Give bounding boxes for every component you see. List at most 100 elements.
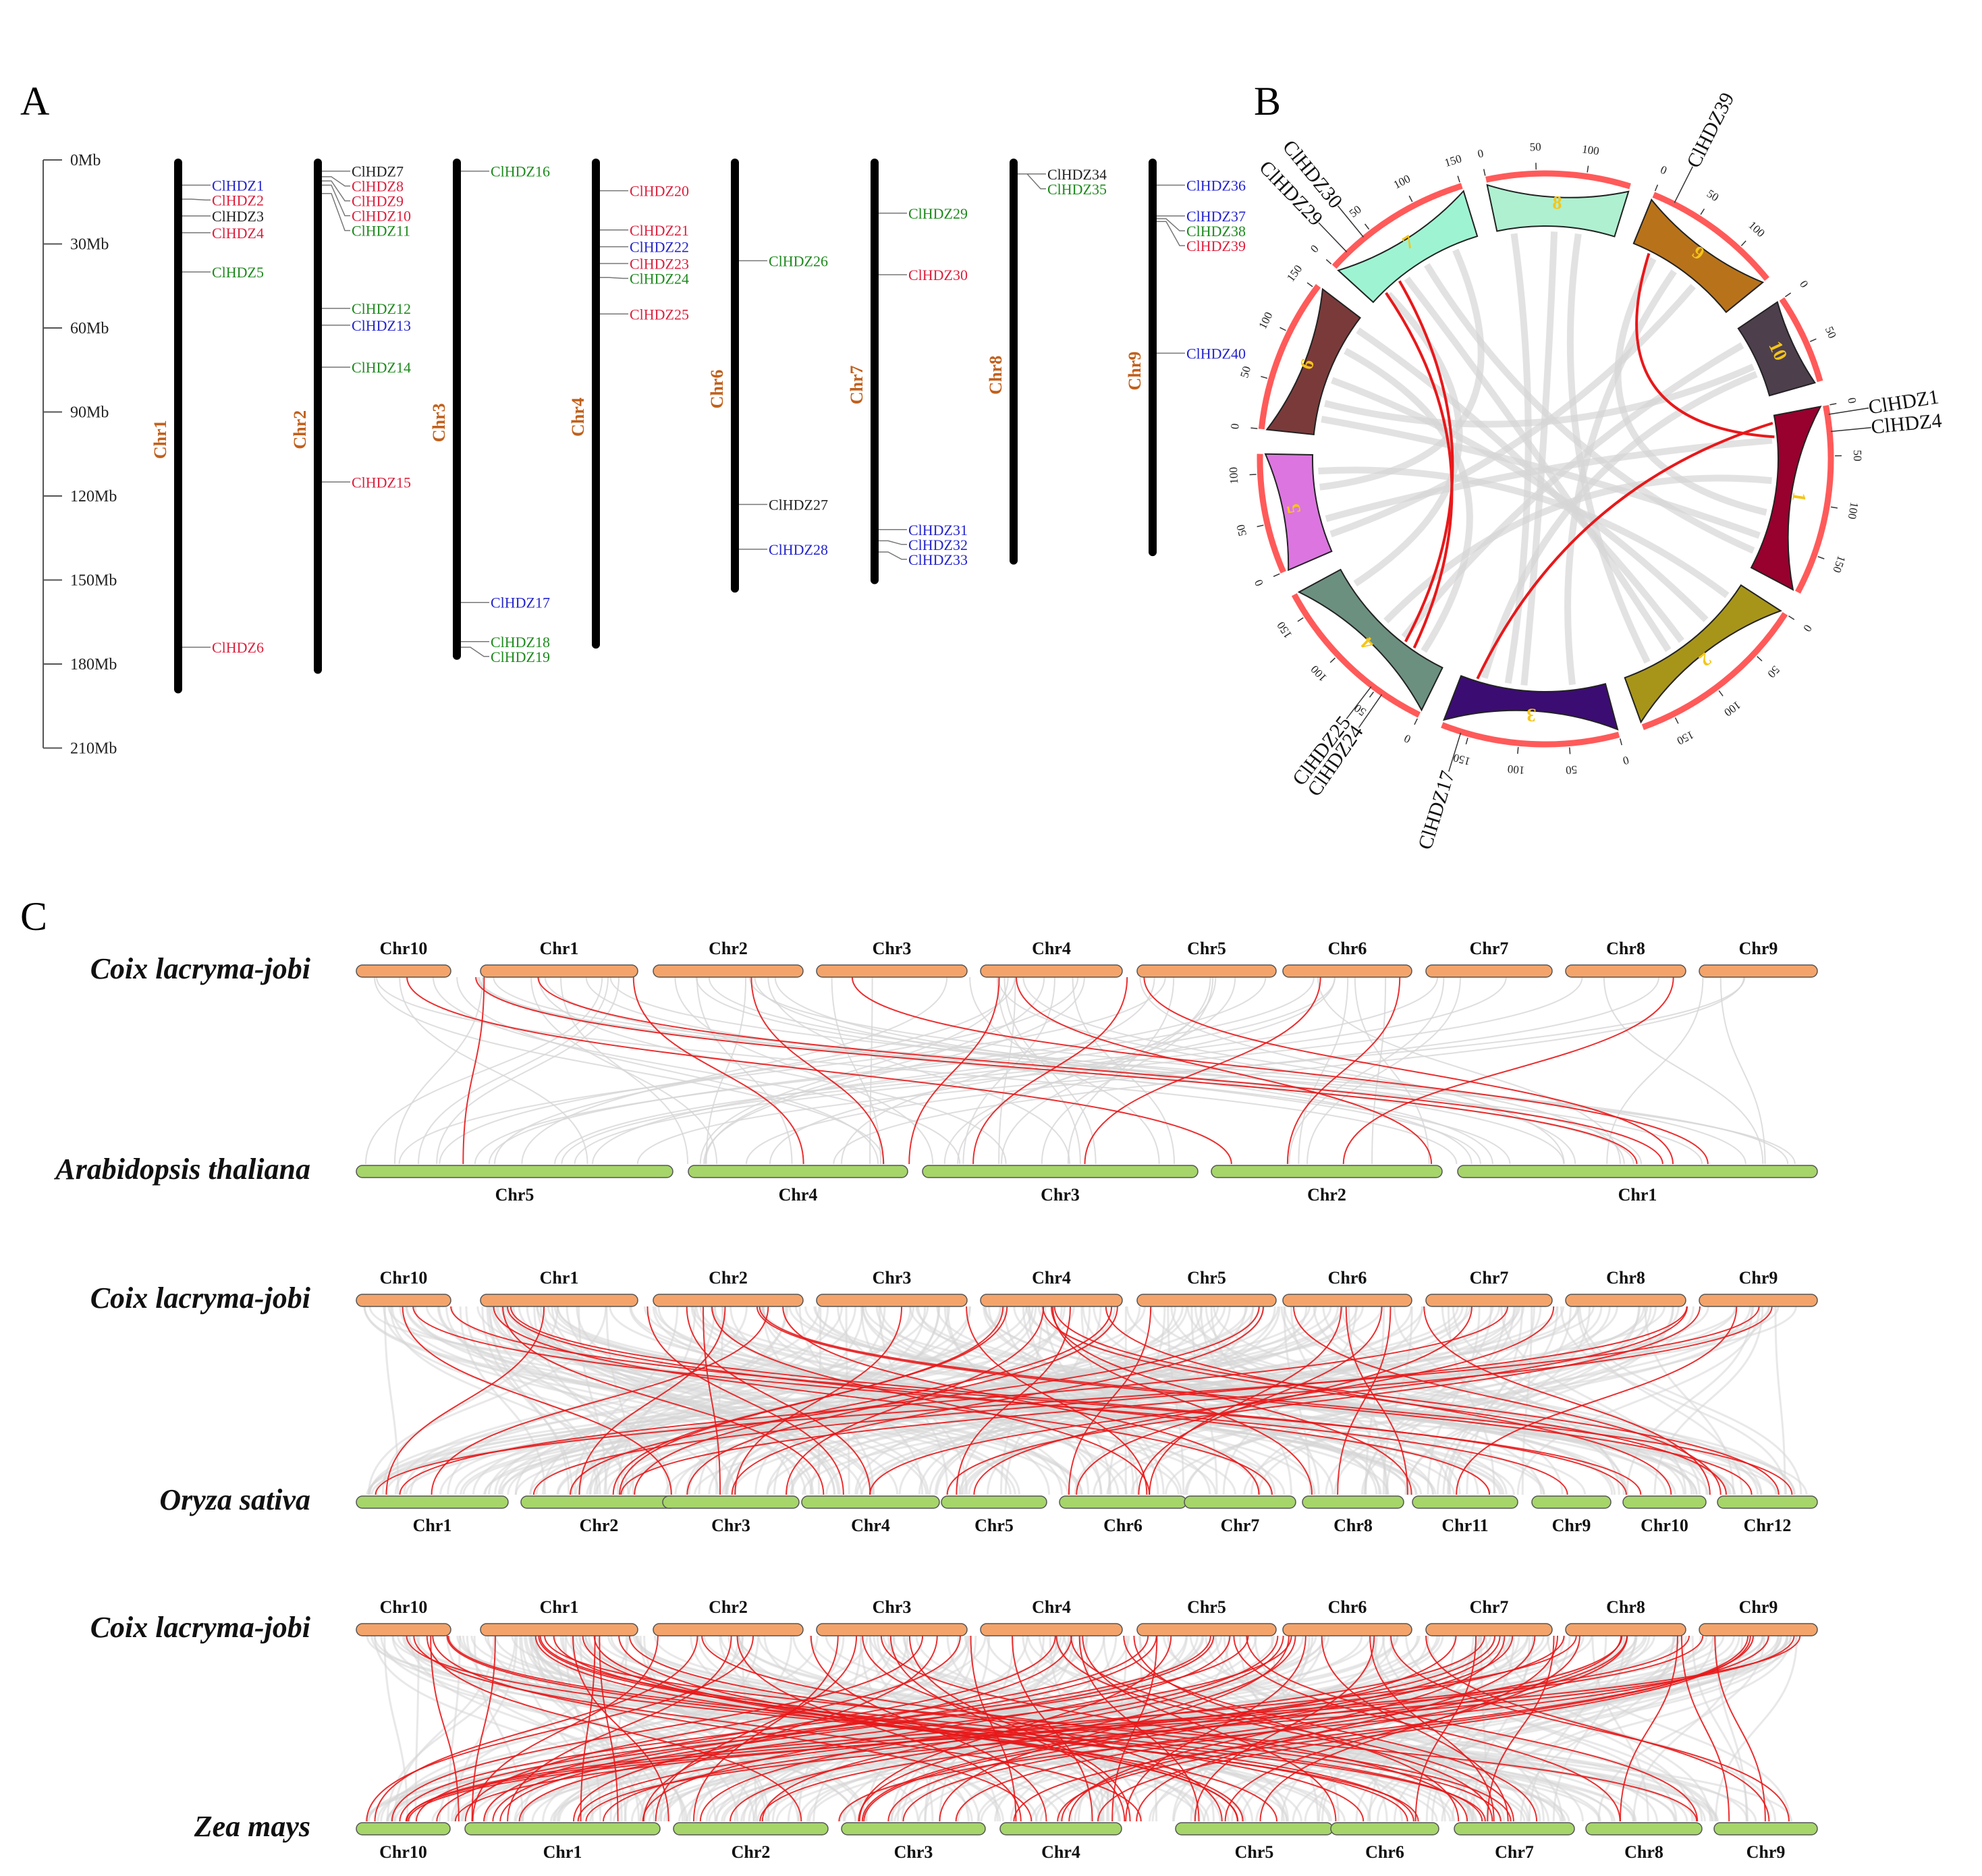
collinear-block <box>1072 976 1176 1165</box>
collinear-block <box>391 1635 744 1822</box>
gene-label: ClHDZ6 <box>212 639 264 656</box>
collinear-block <box>616 1306 696 1495</box>
circos-tick <box>1700 209 1705 215</box>
circos-tick-label: 100 <box>1581 142 1600 157</box>
gene-pointer <box>1674 166 1693 203</box>
hdzip-ortholog-link <box>1233 1635 1621 1822</box>
coix-chromosome <box>480 1294 638 1307</box>
circos-tick <box>1829 403 1837 406</box>
species-chromosome-label: Chr10 <box>1641 1516 1688 1535</box>
hdzip-ortholog-link <box>703 1306 721 1495</box>
hdzip-ortholog-link <box>413 1635 1142 1822</box>
gene-label: ClHDZ38 <box>1186 223 1246 240</box>
gene-density-track <box>1441 722 1620 748</box>
coix-chromosome <box>1136 1294 1277 1307</box>
species-chromosome-label: Chr4 <box>1041 1842 1080 1862</box>
gene-label: ClHDZ11 <box>352 223 410 240</box>
coix-chromosome <box>653 1294 804 1307</box>
collinearity-link <box>1331 377 1709 623</box>
hdzip-ortholog-link <box>1414 1635 1477 1822</box>
hdzip-ortholog-link <box>887 1635 1514 1822</box>
gene-label: ClHDZ32 <box>908 536 968 553</box>
hdzip-ortholog-link <box>538 1635 1414 1822</box>
collinear-block <box>1427 1306 1481 1495</box>
circos-chromosome-5 <box>1264 453 1333 572</box>
gene-density-track <box>1291 593 1421 718</box>
coix-chromosome <box>1699 1294 1818 1307</box>
collinear-block <box>439 976 1079 1165</box>
species-chromosome <box>1457 1165 1818 1178</box>
species-chromosome-label: Chr2 <box>1307 1185 1346 1205</box>
circos-chromosome-2 <box>1624 584 1782 724</box>
hdzip-ortholog-link <box>761 1635 1284 1822</box>
species-chromosome-label: Chr9 <box>1552 1516 1591 1535</box>
species-chromosome-label: Chr5 <box>974 1516 1014 1535</box>
hdzip-ortholog-link <box>1680 1635 1730 1822</box>
species-chromosome <box>673 1822 829 1836</box>
hdzip-ortholog-link <box>577 1635 1485 1822</box>
collinear-block <box>1446 1306 1535 1495</box>
collinear-block <box>501 1306 1343 1495</box>
collinear-block <box>383 1635 409 1822</box>
gene-pointer <box>1337 205 1365 238</box>
species-chromosome-label: Chr1 <box>543 1842 582 1862</box>
gene-label: ClHDZ16 <box>491 163 550 180</box>
collinear-block <box>560 976 689 1165</box>
circos-tick-label: 100 <box>1392 172 1412 192</box>
hdzip-ortholog-link <box>759 1635 1623 1822</box>
coix-chromosome-label: Chr6 <box>1328 939 1367 958</box>
collinear-block <box>1528 1635 1607 1822</box>
circos-tick <box>1718 690 1724 696</box>
collinear-block <box>1341 1306 1708 1495</box>
collinear-block <box>408 1635 688 1822</box>
circos-tick-label: 100 <box>1256 310 1275 331</box>
hdzip-ortholog-link <box>908 976 1000 1165</box>
gene-density-track <box>1641 612 1788 730</box>
coix-chromosome <box>356 964 451 978</box>
coix-chromosome-label: Chr1 <box>540 1597 579 1617</box>
hdzip-ortholog-link <box>810 1635 1047 1822</box>
collinear-block <box>447 1306 748 1495</box>
circos-tick <box>1830 506 1838 509</box>
hdzip-ortholog-link <box>462 976 485 1165</box>
species-chromosome-label: Chr11 <box>1441 1516 1488 1535</box>
gene-label: ClHDZ31 <box>908 522 968 539</box>
circos-tick-label: 0 <box>1797 278 1811 290</box>
collinearity-link <box>1566 233 1651 664</box>
gene-label: ClHDZ29 <box>908 205 968 222</box>
collinear-block <box>869 976 873 1165</box>
species-label: Coix lacryma-jobi <box>90 1611 311 1644</box>
collinearity-link <box>1481 370 1758 680</box>
species-chromosome <box>1713 1822 1818 1836</box>
hdzip-ortholog-link <box>734 1306 903 1495</box>
collinear-block <box>639 1635 767 1822</box>
hdzip-ortholog-link <box>628 1635 1502 1822</box>
gene-density-track <box>1258 283 1321 430</box>
circos-tick <box>1784 292 1792 298</box>
collinear-block <box>367 1306 1332 1495</box>
circos-tick <box>1250 427 1258 429</box>
hdzip-ortholog-link <box>1055 1635 1493 1822</box>
chromosome-bar-chr4 <box>592 159 600 649</box>
coix-chromosome <box>980 1294 1123 1307</box>
circos-tick <box>1757 656 1763 662</box>
gene-label: ClHDZ15 <box>352 474 411 491</box>
hdzip-ortholog-link <box>1051 1306 1412 1495</box>
collinear-block <box>1371 1635 1545 1822</box>
collinear-block <box>525 1635 868 1822</box>
coix-chromosome-label: Chr8 <box>1606 1268 1645 1288</box>
collinear-block <box>532 1635 1210 1822</box>
gene-label: ClHDZ28 <box>769 541 828 558</box>
hdzip-ortholog-link <box>1078 1635 1200 1822</box>
circos-tick-label: 50 <box>1705 187 1722 204</box>
circos-chromosome-10 <box>1737 300 1816 397</box>
collinear-block <box>1376 1635 1676 1822</box>
collinearity-link <box>1321 416 1761 539</box>
coix-chromosome <box>356 1623 451 1636</box>
gene-pointer <box>1346 686 1372 719</box>
coix-chromosome <box>1699 964 1818 978</box>
hdzip-ortholog-link <box>1321 1635 1509 1822</box>
collinear-block <box>1597 1635 1766 1822</box>
collinear-block <box>696 976 793 1165</box>
collinear-block <box>383 1306 400 1495</box>
